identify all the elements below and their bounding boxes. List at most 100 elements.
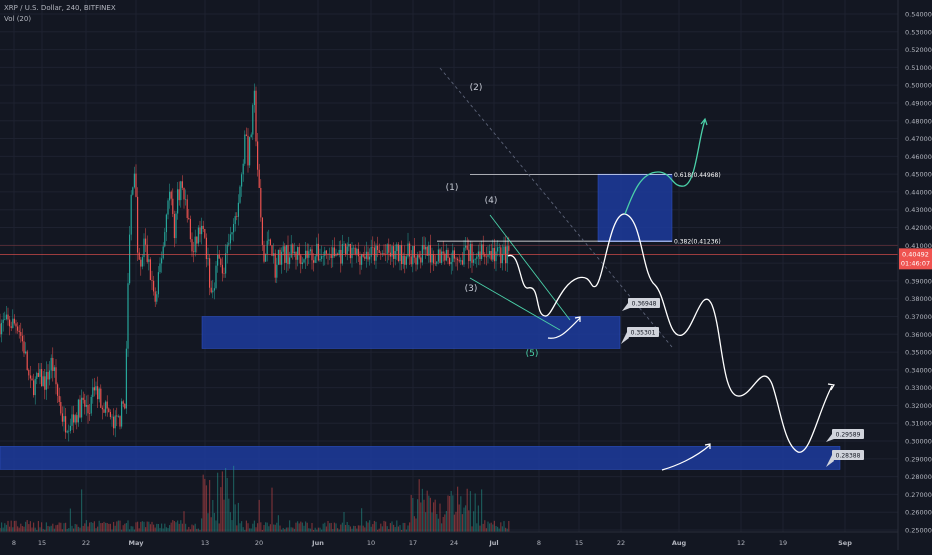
- candle-body: [481, 244, 482, 259]
- candle-body: [110, 412, 111, 417]
- volume-bar: [180, 520, 181, 532]
- volume-bars: [0, 466, 509, 532]
- x-tick-label: Jul: [488, 539, 498, 547]
- y-tick-label: 0.50000: [905, 82, 932, 90]
- volume-bar: [491, 523, 492, 532]
- candle-body: [169, 192, 170, 201]
- volume-bar: [238, 503, 239, 532]
- volume-bar: [55, 525, 56, 532]
- candle-body: [148, 259, 149, 262]
- volume-bar: [270, 524, 271, 532]
- y-tick-label: 0.54000: [905, 11, 932, 19]
- y-tick-label: 0.53000: [905, 28, 932, 36]
- volume-bar: [103, 522, 104, 532]
- volume-bar: [230, 512, 231, 532]
- volume-bar: [108, 524, 109, 532]
- volume-bar: [110, 524, 111, 532]
- candle-body: [107, 402, 108, 409]
- candle-body: [39, 369, 40, 377]
- candle-body: [457, 259, 458, 261]
- volume-bar: [395, 527, 396, 532]
- y-tick-label: 0.36000: [905, 331, 932, 339]
- volume-bar: [502, 526, 503, 532]
- candle-body: [73, 414, 74, 422]
- symbol-title[interactable]: XRP / U.S. Dollar, 240, BITFINEX: [4, 4, 116, 12]
- volume-bar: [342, 523, 343, 532]
- volume-bar: [41, 522, 42, 532]
- volume-bar: [291, 527, 292, 532]
- x-tick-label: 10: [367, 539, 375, 547]
- volume-bar: [78, 527, 79, 532]
- volume-bar: [19, 528, 20, 532]
- candle-body: [183, 188, 184, 200]
- volume-bar: [435, 500, 436, 532]
- candle-body: [185, 199, 186, 200]
- volume-bar: [142, 521, 143, 532]
- candle-body: [259, 170, 260, 188]
- price-callout-label: 0.28388: [836, 453, 861, 460]
- candle-body: [54, 367, 55, 371]
- volume-bar: [27, 520, 28, 532]
- candle-body: [51, 358, 52, 371]
- volume-bar: [463, 508, 464, 532]
- volume-indicator-label[interactable]: Vol (20): [4, 15, 31, 23]
- candle-body: [238, 203, 239, 217]
- candle-body: [252, 105, 253, 135]
- volume-bar: [92, 523, 93, 532]
- volume-bar: [139, 528, 140, 532]
- time-axis[interactable]: 8 15 22 May 13 20 Jun 10 17 24 Jul 8 15 22 Aug 12 19 Sep: [0, 532, 898, 547]
- candle-body: [187, 199, 188, 218]
- y-tick-label: 0.26000: [905, 509, 932, 517]
- candle-body: [486, 257, 487, 258]
- volume-bar: [486, 528, 487, 532]
- volume-bar: [334, 523, 335, 532]
- candle-body: [230, 234, 231, 243]
- candle-body: [116, 415, 117, 416]
- candle-body: [22, 336, 23, 341]
- candle-body: [467, 246, 468, 250]
- volume-bar: [251, 528, 252, 532]
- volume-bar: [246, 521, 247, 532]
- candle-body: [335, 254, 336, 257]
- candle-body: [68, 431, 69, 432]
- y-tick-label: 0.25000: [905, 527, 932, 535]
- volume-bar: [455, 512, 456, 532]
- candle-body: [323, 256, 324, 257]
- candle-body: [391, 246, 392, 256]
- volume-bar: [107, 523, 108, 532]
- candle-body: [292, 244, 293, 253]
- volume-bar: [28, 524, 29, 532]
- y-tick-label: 0.31000: [905, 420, 932, 428]
- candle-body: [215, 266, 216, 289]
- volume-bar: [222, 471, 223, 532]
- candle-body: [231, 232, 232, 234]
- volume-bar: [140, 522, 141, 532]
- candle-body: [6, 315, 7, 320]
- volume-bar: [454, 515, 455, 532]
- x-tick-label: 19: [779, 539, 787, 547]
- y-tick-label: 0.45000: [905, 171, 932, 179]
- candle-body: [155, 291, 156, 301]
- volume-bar: [439, 504, 440, 532]
- candle-body: [79, 400, 80, 418]
- candle-body: [46, 372, 47, 390]
- candle-body: [313, 260, 314, 263]
- price-axis[interactable]: 0.54000 0.53000 0.52000 0.51000 0.50000 0.490…: [898, 0, 932, 550]
- candle-body: [302, 262, 303, 264]
- candle-body: [100, 389, 101, 408]
- volume-bar: [335, 523, 336, 532]
- volume-bar: [164, 524, 165, 532]
- candle-body: [14, 319, 15, 324]
- candle-body: [351, 248, 352, 258]
- candle-body: [235, 216, 236, 224]
- candle-body: [38, 373, 39, 377]
- candle-body: [431, 255, 432, 263]
- volume-bar: [86, 520, 87, 532]
- y-tick-label: 0.37000: [905, 313, 932, 321]
- volume-bar: [420, 502, 421, 532]
- volume-bar: [476, 523, 477, 532]
- volume-bar: [127, 520, 128, 532]
- volume-bar: [153, 525, 154, 532]
